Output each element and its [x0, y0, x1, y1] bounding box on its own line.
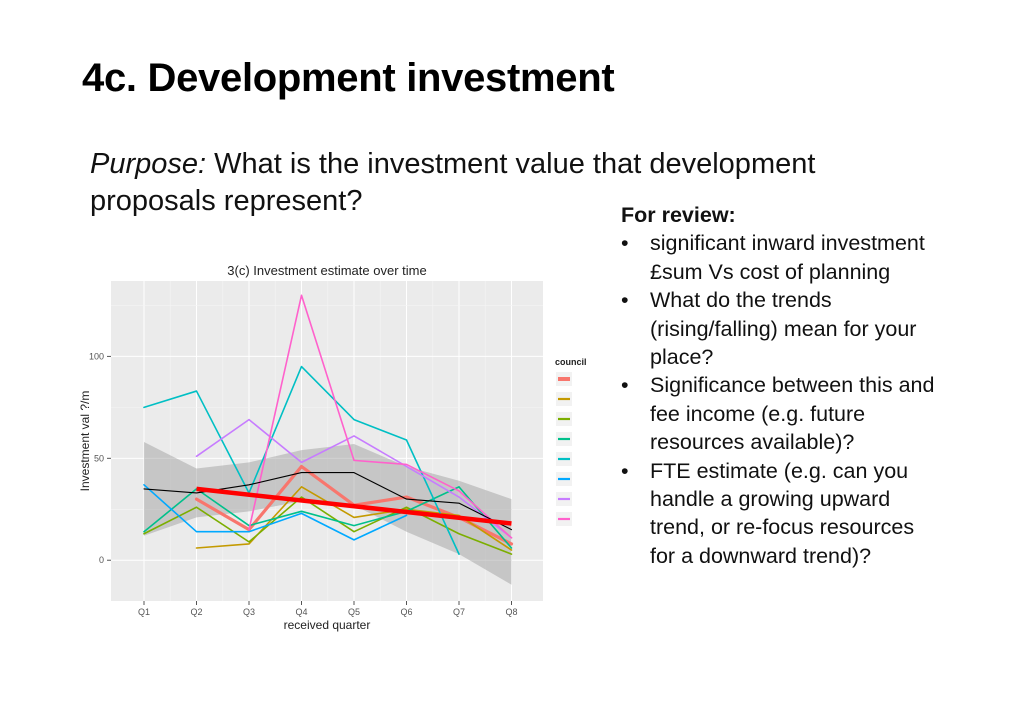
series-line: [195, 486, 513, 551]
confidence-band-layer: [144, 442, 512, 585]
x-tick-label: Q2: [190, 607, 202, 617]
x-tick-label: Q4: [295, 607, 307, 617]
x-tick-label: Q3: [243, 607, 255, 617]
y-tick-label: 0: [99, 555, 104, 565]
y-axis-ticks: 0 50 100: [89, 351, 111, 565]
x-tick-label: Q7: [453, 607, 465, 617]
trend-line-layer: [196, 486, 512, 526]
series-line: [143, 484, 408, 541]
series-layer: [143, 294, 514, 555]
trend-line: [196, 486, 512, 526]
x-tick-label: Q5: [348, 607, 360, 617]
review-item: FTE estimate (e.g. can you handle a grow…: [621, 457, 941, 571]
chart-title: 3(c) Investment estimate over time: [227, 263, 426, 278]
review-heading: For review:: [621, 203, 736, 227]
review-item: What do the trends (rising/falling) mean…: [621, 286, 941, 371]
slide-title: 4c. Development investment: [82, 56, 615, 100]
x-tick-label: Q6: [400, 607, 412, 617]
x-tick-label: Q8: [505, 607, 517, 617]
y-axis-label: Investment val ?/m: [78, 391, 92, 492]
x-tick-label: Q1: [138, 607, 150, 617]
legend-title: council: [555, 357, 587, 367]
investment-chart: 3(c) Investment estimate over time 0 50 10…: [78, 263, 587, 632]
purpose-text: Purpose: What is the investment value th…: [90, 146, 910, 220]
review-list: significant inward investment £sum Vs co…: [621, 229, 941, 570]
x-axis-ticks: Q1 Q2 Q3 Q4 Q5 Q6 Q7 Q8: [138, 601, 518, 617]
purpose-question: What is the investment value that develo…: [90, 148, 816, 217]
purpose-label: Purpose:: [90, 148, 207, 180]
review-item: Significance between this and fee income…: [621, 371, 941, 456]
series-line: [143, 496, 513, 555]
series-line: [143, 365, 460, 555]
y-tick-label: 50: [94, 453, 104, 463]
x-axis-label: received quarter: [284, 618, 371, 632]
y-tick-label: 100: [89, 351, 104, 361]
series-line: [143, 486, 513, 549]
plot-background: [111, 281, 543, 601]
review-item: significant inward investment £sum Vs co…: [621, 229, 941, 286]
legend: [556, 372, 572, 526]
series-line: [195, 418, 513, 539]
review-panel: For review: significant inward investmen…: [621, 201, 941, 570]
confidence-band: [144, 442, 512, 585]
series-line: [248, 294, 513, 539]
